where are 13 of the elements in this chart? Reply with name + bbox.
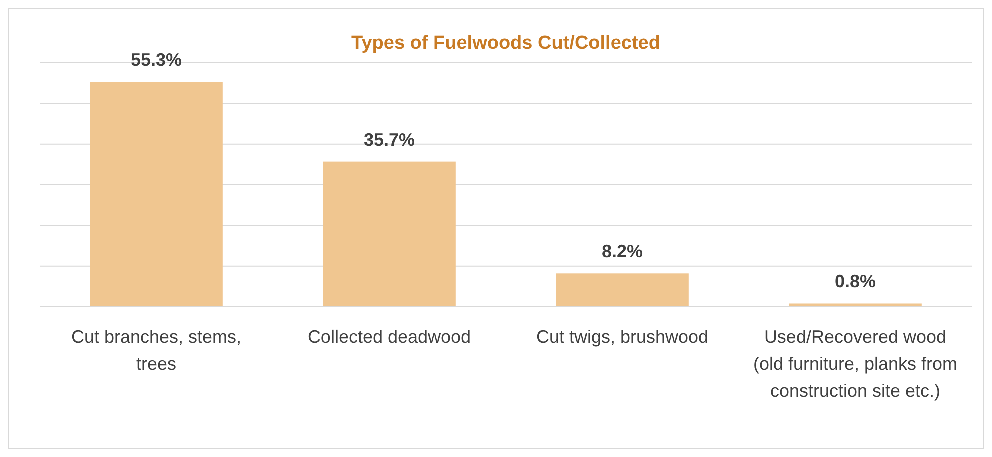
bar xyxy=(323,162,456,307)
x-tick-label: Cut branches, stems, trees xyxy=(71,327,242,374)
data-label: 55.3% xyxy=(130,50,182,70)
data-label: 0.8% xyxy=(834,272,876,292)
chart-title: Types of Fuelwoods Cut/Collected xyxy=(352,33,660,54)
bar xyxy=(90,82,223,307)
x-tick-label: Used/Recovered wood (old furniture, planks from construction site etc.) xyxy=(753,327,958,401)
data-label: 35.7% xyxy=(364,130,416,150)
bar xyxy=(556,274,689,307)
x-tick-label: Collected deadwood xyxy=(308,327,472,347)
data-label: 8.2% xyxy=(602,242,644,262)
x-tick-label: Cut twigs, brushwood xyxy=(536,327,709,347)
bar xyxy=(789,304,922,307)
